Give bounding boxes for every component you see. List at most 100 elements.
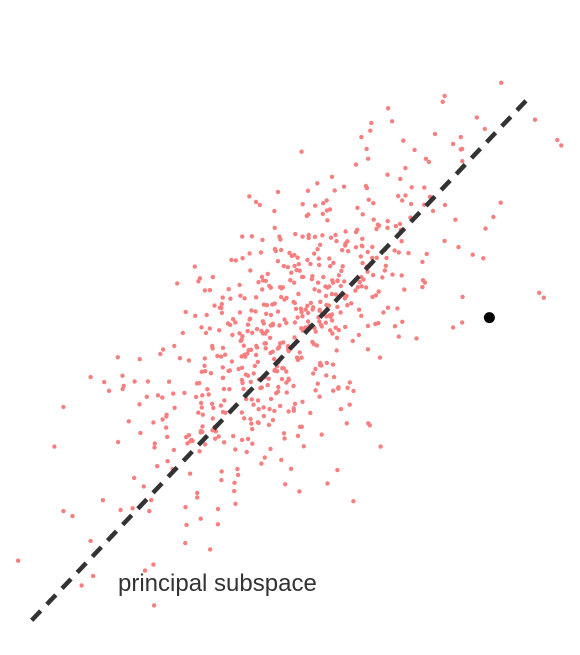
sample-point xyxy=(293,231,298,237)
sample-point xyxy=(320,233,325,238)
sample-point xyxy=(232,488,237,494)
sample-point xyxy=(197,380,202,386)
sample-point xyxy=(247,194,252,199)
sample-point xyxy=(296,291,301,297)
sample-point xyxy=(165,459,170,464)
sample-point xyxy=(286,377,291,383)
sample-point xyxy=(295,315,300,320)
sample-point xyxy=(292,401,298,406)
sample-point xyxy=(291,383,296,389)
sample-point xyxy=(308,261,313,267)
sample-point xyxy=(408,201,414,207)
sample-point xyxy=(351,499,356,504)
sample-point xyxy=(276,384,281,390)
sample-point xyxy=(215,353,220,359)
sample-point xyxy=(213,429,218,434)
sample-point xyxy=(203,369,208,374)
sample-point xyxy=(365,249,370,255)
sample-point xyxy=(242,296,247,301)
sample-point xyxy=(247,317,252,322)
sample-point xyxy=(359,134,364,140)
sample-point xyxy=(152,441,157,446)
sample-point xyxy=(164,414,169,419)
sample-point xyxy=(15,558,21,563)
sample-point xyxy=(319,363,324,368)
sample-point xyxy=(239,337,244,342)
sample-point xyxy=(218,403,224,408)
sample-point xyxy=(397,221,403,227)
sample-point xyxy=(187,471,193,476)
sample-point xyxy=(333,232,338,238)
sample-point xyxy=(241,343,246,348)
sample-point xyxy=(381,310,386,315)
sample-point xyxy=(313,203,318,208)
sample-point xyxy=(460,146,465,152)
sample-point xyxy=(297,268,302,273)
sample-point xyxy=(266,422,272,428)
sample-point xyxy=(332,188,337,193)
sample-point xyxy=(249,308,254,313)
sample-point xyxy=(250,330,255,335)
sample-point xyxy=(230,317,236,322)
sample-point xyxy=(210,428,215,433)
sample-point xyxy=(340,264,345,269)
sample-point xyxy=(327,256,332,261)
sample-point xyxy=(252,363,257,369)
sample-point xyxy=(198,428,204,434)
sample-point xyxy=(209,401,215,406)
sample-point xyxy=(237,310,243,315)
sample-point xyxy=(215,522,221,527)
sample-point xyxy=(481,256,486,261)
sample-point xyxy=(385,218,390,224)
sample-point xyxy=(363,285,369,290)
sample-point xyxy=(271,356,277,362)
sample-point xyxy=(358,254,363,259)
sample-point xyxy=(347,380,352,385)
sample-point xyxy=(204,312,209,318)
sample-point xyxy=(353,229,359,235)
sample-point xyxy=(380,275,385,280)
sample-point xyxy=(338,283,343,289)
sample-point xyxy=(239,410,244,415)
sample-point xyxy=(420,259,425,265)
sample-point xyxy=(396,334,401,339)
sample-point xyxy=(368,128,373,133)
sample-point xyxy=(328,235,334,240)
sample-point xyxy=(336,273,342,278)
sample-point xyxy=(370,294,375,300)
sample-point xyxy=(374,255,379,260)
sample-point xyxy=(288,466,294,471)
sample-point xyxy=(267,335,273,340)
sample-point xyxy=(160,347,166,352)
sample-point xyxy=(219,301,224,307)
sample-point xyxy=(261,413,267,419)
sample-point xyxy=(330,362,336,367)
sample-point xyxy=(266,376,271,381)
sample-point xyxy=(284,295,289,301)
sample-point xyxy=(151,420,156,425)
sample-point xyxy=(331,260,336,266)
sample-point xyxy=(182,390,187,396)
sample-point xyxy=(275,389,281,394)
sample-point xyxy=(400,319,405,324)
sample-point xyxy=(210,274,215,280)
sample-point xyxy=(254,326,260,332)
sample-point xyxy=(130,506,135,511)
sample-point xyxy=(317,262,322,268)
sample-point xyxy=(212,303,217,308)
sample-point xyxy=(197,449,202,454)
sample-point xyxy=(317,394,322,399)
sample-point xyxy=(316,280,321,285)
sample-point xyxy=(392,324,398,329)
sample-point xyxy=(324,198,329,203)
sample-point xyxy=(221,440,227,445)
sample-point xyxy=(442,93,447,99)
sample-point xyxy=(239,354,244,359)
sample-point xyxy=(370,244,375,250)
sample-point xyxy=(360,244,365,249)
sample-point xyxy=(243,354,248,359)
sample-point xyxy=(236,366,241,372)
sample-point xyxy=(305,188,311,193)
sample-point xyxy=(223,352,228,357)
